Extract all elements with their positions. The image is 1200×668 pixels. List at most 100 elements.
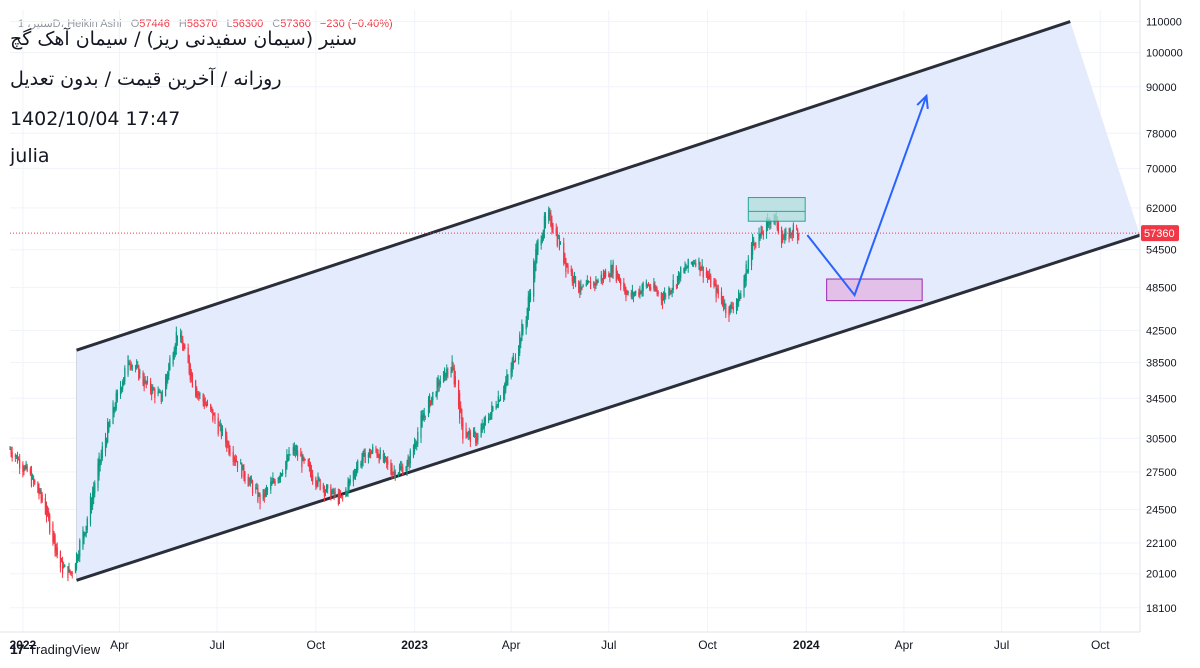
candle-body bbox=[181, 335, 183, 344]
candle-body bbox=[159, 391, 161, 393]
candle-body bbox=[596, 281, 598, 284]
y-tick-label: 110000 bbox=[1146, 17, 1182, 29]
candle-body bbox=[694, 262, 696, 264]
candle-body bbox=[770, 220, 772, 224]
candle-body bbox=[210, 404, 212, 410]
candle-body bbox=[127, 355, 129, 375]
candle-body bbox=[788, 233, 790, 240]
candle-body bbox=[527, 296, 529, 317]
candle-body bbox=[352, 471, 354, 482]
candle-body bbox=[346, 492, 348, 494]
candle-body bbox=[572, 275, 574, 284]
candle-body bbox=[212, 408, 214, 420]
candle-body bbox=[100, 453, 102, 463]
candle-body bbox=[792, 224, 794, 235]
candle-body bbox=[759, 233, 761, 239]
candle-body bbox=[378, 454, 380, 463]
candle-body bbox=[477, 434, 479, 440]
candle-body bbox=[214, 414, 216, 421]
candle-body bbox=[174, 344, 176, 355]
candle-body bbox=[112, 403, 114, 425]
candle-body bbox=[534, 263, 536, 279]
annotation-line-2: روزانه / آخرین قیمت / بدون تعدیل bbox=[10, 68, 282, 90]
channel-fill bbox=[76, 21, 1141, 581]
candle-body bbox=[301, 455, 303, 468]
candle-body bbox=[98, 456, 100, 476]
candle-body bbox=[481, 423, 483, 433]
candle-body bbox=[123, 377, 125, 386]
candle-body bbox=[317, 475, 319, 484]
candle-body bbox=[114, 406, 116, 411]
candle-body bbox=[243, 467, 245, 478]
candle-body bbox=[31, 476, 34, 479]
candle-body bbox=[687, 258, 689, 269]
candle-body bbox=[453, 367, 455, 385]
candle-body bbox=[409, 450, 411, 464]
candle-body bbox=[462, 417, 464, 439]
candle-body bbox=[408, 461, 410, 465]
candle-body bbox=[544, 215, 547, 226]
candle-body bbox=[445, 372, 447, 380]
candle-body bbox=[360, 463, 362, 466]
candle-body bbox=[465, 428, 467, 438]
candle-body bbox=[318, 478, 320, 480]
candle-body bbox=[743, 278, 745, 297]
tradingview-brand[interactable]: 17 TradingView bbox=[10, 641, 100, 657]
candle-body bbox=[131, 365, 133, 367]
candle-body bbox=[723, 300, 725, 310]
candle-body bbox=[705, 271, 708, 276]
candle-body bbox=[362, 451, 364, 462]
candle-body bbox=[662, 297, 665, 300]
candle-body bbox=[71, 572, 73, 574]
candle-body bbox=[467, 432, 469, 436]
candle-body bbox=[746, 271, 748, 273]
candle-body bbox=[543, 215, 546, 235]
candle-body bbox=[638, 292, 640, 296]
candle-body bbox=[581, 286, 583, 288]
candle-body bbox=[294, 448, 297, 455]
candle-body bbox=[211, 406, 213, 411]
y-tick-label: 62000 bbox=[1146, 203, 1177, 215]
candle-body bbox=[386, 457, 388, 464]
tradingview-logo-icon: 17 bbox=[10, 641, 25, 657]
candle-body bbox=[777, 222, 779, 234]
candle-body bbox=[262, 489, 264, 500]
candle-body bbox=[10, 449, 12, 455]
candle-body bbox=[166, 374, 168, 387]
x-tick-label: 2024 bbox=[793, 638, 820, 652]
candle-body bbox=[324, 491, 327, 493]
candle-body bbox=[94, 483, 96, 494]
candle-body bbox=[213, 414, 215, 416]
candle-body bbox=[424, 415, 426, 417]
candle-body bbox=[52, 523, 54, 542]
candle-body bbox=[397, 472, 400, 475]
candle-body bbox=[417, 432, 419, 444]
candle-body bbox=[197, 392, 199, 395]
candle-body bbox=[90, 502, 93, 510]
candle-body bbox=[588, 281, 591, 283]
candle-body bbox=[496, 405, 498, 408]
candle-body bbox=[535, 249, 537, 271]
candle-body bbox=[698, 259, 700, 265]
candle-body bbox=[776, 216, 778, 229]
candle-body bbox=[84, 532, 86, 536]
candle-body bbox=[39, 489, 41, 492]
candle-body bbox=[715, 283, 717, 298]
candle-body bbox=[256, 488, 258, 489]
candle-body bbox=[504, 383, 506, 395]
candle-body bbox=[85, 525, 87, 534]
candle-body bbox=[563, 242, 565, 264]
candle-body bbox=[641, 288, 643, 293]
candle-body bbox=[475, 432, 477, 444]
candle-body bbox=[319, 479, 321, 490]
candle-body bbox=[161, 395, 163, 397]
candle-body bbox=[89, 495, 92, 525]
candle-body bbox=[288, 450, 290, 460]
candle-body bbox=[623, 282, 625, 289]
candle-body bbox=[219, 424, 221, 426]
candle-body bbox=[153, 389, 155, 391]
x-tick-label: Apr bbox=[110, 638, 129, 652]
candle-body bbox=[522, 326, 524, 333]
candle-body bbox=[390, 462, 392, 475]
